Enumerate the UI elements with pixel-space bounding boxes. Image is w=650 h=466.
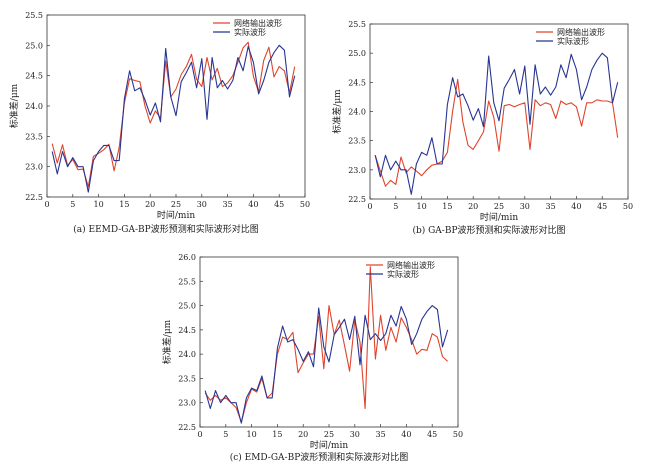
chart-panel-0: 0 5 10 15 20 25 30 35 40 45 50 22.5 23.0 23.5 24.0 24.5… xyxy=(8,11,310,235)
x-tick-label: 15 xyxy=(119,200,129,209)
x-tick-label: 45 xyxy=(274,200,284,209)
legend-label: 实际波形 xyxy=(234,27,266,37)
y-tick-label: 25.0 xyxy=(178,302,196,311)
x-tick-label: 10 xyxy=(247,430,257,439)
x-tick-label: 45 xyxy=(597,202,607,211)
y-axis-label: 标准差/μm xyxy=(8,83,20,128)
y-axis-label: 标准差/μm xyxy=(161,319,173,364)
y-tick-label: 22.5 xyxy=(348,195,366,204)
series-line-actual xyxy=(374,52,619,195)
y-tick-label: 25.5 xyxy=(178,277,196,286)
x-tick-label: 35 xyxy=(376,430,386,439)
y-tick-label: 24.5 xyxy=(25,72,43,81)
x-tick-label: 25 xyxy=(324,430,334,439)
y-tick-label: 25.0 xyxy=(348,49,366,58)
y-axis-label: 标准差/μm xyxy=(331,89,343,134)
x-axis-label: 时间/min xyxy=(480,211,518,223)
plot-frame xyxy=(46,14,306,198)
x-tick-label: 40 xyxy=(401,430,411,439)
chart-panel-1: 0 5 10 15 20 25 30 35 40 45 50 22.5 23.0 23.5 24.0 24.5… xyxy=(331,20,633,236)
x-tick-label: 35 xyxy=(223,200,233,209)
legend-label: 网络输出波形 xyxy=(557,27,605,37)
x-tick-label: 35 xyxy=(546,202,556,211)
x-axis-label: 时间/min xyxy=(310,439,348,451)
y-tick-label: 24.5 xyxy=(178,326,196,335)
x-tick-label: 5 xyxy=(223,430,228,439)
x-tick-label: 15 xyxy=(442,202,452,211)
x-tick-label: 25 xyxy=(171,200,181,209)
y-tick-label: 24.0 xyxy=(348,108,366,117)
x-tick-label: 40 xyxy=(571,202,581,211)
x-axis-label: 时间/min xyxy=(157,209,195,221)
series-line-actual xyxy=(204,305,449,424)
legend-label: 网络输出波形 xyxy=(234,18,282,28)
x-tick-label: 30 xyxy=(350,430,360,439)
x-tick-label: 10 xyxy=(94,200,104,209)
y-tick-label: 23.0 xyxy=(25,163,43,172)
y-tick-label: 22.5 xyxy=(25,193,43,202)
x-tick-label: 15 xyxy=(272,430,282,439)
y-tick-label: 24.0 xyxy=(25,102,43,111)
chart-caption: (c) EMD-GA-BP波形预测和实际波形对比图 xyxy=(230,451,409,463)
chart-caption: (b) GA-BP波形预测和实际波形对比图 xyxy=(412,224,565,236)
y-tick-label: 22.5 xyxy=(178,423,196,432)
y-tick-label: 24.0 xyxy=(178,350,196,359)
x-tick-label: 50 xyxy=(623,202,633,211)
y-tick-label: 24.5 xyxy=(348,78,366,87)
plot-frame xyxy=(369,23,629,200)
legend-label: 实际波形 xyxy=(557,36,589,46)
x-tick-label: 50 xyxy=(453,430,463,439)
x-tick-label: 10 xyxy=(417,202,427,211)
y-tick-label: 25.5 xyxy=(348,20,366,29)
x-tick-label: 40 xyxy=(248,200,258,209)
plot-frame xyxy=(199,256,459,428)
y-tick-label: 23.0 xyxy=(348,166,366,175)
x-tick-label: 30 xyxy=(520,202,530,211)
x-tick-label: 25 xyxy=(494,202,504,211)
x-tick-label: 30 xyxy=(197,200,207,209)
series-line-actual xyxy=(51,44,296,193)
x-tick-label: 20 xyxy=(468,202,478,211)
y-tick-label: 23.5 xyxy=(348,137,366,146)
series-line-predicted xyxy=(51,41,296,188)
y-tick-label: 23.5 xyxy=(178,374,196,383)
x-tick-label: 0 xyxy=(367,202,372,211)
chart-panel-2: 0 5 10 15 20 25 30 35 40 45 50 22.5 23.0 23.5 24.0 24.5… xyxy=(161,253,463,463)
x-tick-label: 20 xyxy=(145,200,155,209)
x-tick-label: 5 xyxy=(393,202,398,211)
y-tick-label: 23.0 xyxy=(178,399,196,408)
y-tick-label: 25.5 xyxy=(25,11,43,20)
legend-label: 网络输出波形 xyxy=(387,260,435,270)
x-tick-label: 45 xyxy=(427,430,437,439)
y-tick-label: 26.0 xyxy=(178,253,196,262)
x-tick-label: 20 xyxy=(298,430,308,439)
legend-label: 实际波形 xyxy=(387,269,419,279)
y-tick-label: 23.5 xyxy=(25,132,43,141)
y-tick-label: 25.0 xyxy=(25,41,43,50)
series-line-predicted xyxy=(204,266,449,423)
x-tick-label: 50 xyxy=(300,200,310,209)
x-tick-label: 0 xyxy=(197,430,202,439)
x-tick-label: 5 xyxy=(70,200,75,209)
chart-caption: (a) EEMD-GA-BP波形预测和实际波形对比图 xyxy=(73,223,258,235)
x-tick-label: 0 xyxy=(44,200,49,209)
